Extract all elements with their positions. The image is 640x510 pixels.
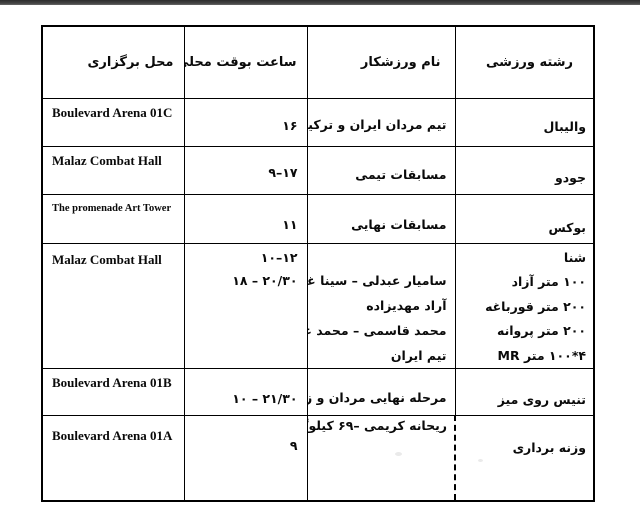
cell-time: ۱۰ – ۲۱/۳۰	[183, 368, 308, 416]
window-chrome-edge	[0, 0, 640, 5]
cell-time: ۱۰–۱۲ ۱۸ – ۲۰/۳۰	[183, 242, 308, 369]
cell-sport: بوکس	[454, 193, 595, 244]
cell-athlete: مرحله نهایی مردان و زنان	[306, 368, 456, 416]
header-athlete: نام ورزشکار	[306, 25, 456, 99]
cell-venue: The promenade Art Tower	[41, 193, 185, 244]
erased-text-smudge	[478, 459, 483, 462]
cell-time: ۱۶	[183, 97, 308, 147]
cell-time: ۹–۱۷	[183, 145, 308, 195]
cell-athlete: تیم مردان ایران و ترکیه	[306, 97, 456, 147]
row-judo: جودو مسابقات تیمی ۹–۱۷ Malaz Combat Hall	[41, 145, 595, 195]
cell-athlete: مسابقات نهایی	[306, 193, 456, 244]
schedule-table: رشته ورزشی نام ورزشکار ساعت بوقت محلی مح…	[41, 25, 595, 502]
cell-time: ۹	[183, 415, 308, 501]
row-boxing: بوکس مسابقات نهایی ۱۱ The promenade Art …	[41, 193, 595, 244]
erased-text-smudge	[395, 452, 402, 456]
cell-sport: جودو	[454, 145, 595, 195]
cell-sport: شنا ۱۰۰ متر آزاد ۲۰۰ متر قورباغه ۲۰۰ متر…	[454, 242, 595, 369]
row-swimming: شنا ۱۰۰ متر آزاد ۲۰۰ متر قورباغه ۲۰۰ متر…	[41, 242, 595, 369]
header-time: ساعت بوقت محلی	[183, 25, 308, 99]
cell-venue: Boulevard Arena 01B	[41, 368, 185, 416]
header-venue: محل برگزاری	[41, 25, 185, 99]
cell-athlete: مسابقات تیمی	[306, 145, 456, 195]
cell-athlete: ریحانه کریمی –۶۹ کیلوگرم	[306, 415, 456, 501]
cell-venue: Malaz Combat Hall	[41, 242, 185, 369]
cell-time: ۱۱	[183, 193, 308, 244]
cell-sport: والیبال	[454, 97, 595, 147]
row-volleyball: والیبال تیم مردان ایران و ترکیه ۱۶ Boule…	[41, 97, 595, 147]
row-weightlifting: وزنه برداری ریحانه کریمی –۶۹ کیلوگرم ۹ B…	[41, 415, 595, 501]
cell-venue: Boulevard Arena 01C	[41, 97, 185, 147]
cell-sport: تنیس روی میز	[454, 368, 595, 416]
cell-venue: Malaz Combat Hall	[41, 145, 185, 195]
header-sport: رشته ورزشی	[454, 25, 595, 99]
header-row: رشته ورزشی نام ورزشکار ساعت بوقت محلی مح…	[41, 25, 595, 99]
cell-venue: Boulevard Arena 01A	[41, 415, 185, 501]
cell-sport: وزنه برداری	[454, 415, 595, 501]
cell-athlete: سامیار عبدلی – سینا غلامپور آراد مهدیزاد…	[306, 242, 456, 369]
row-table-tennis: تنیس روی میز مرحله نهایی مردان و زنان ۱۰…	[41, 368, 595, 416]
